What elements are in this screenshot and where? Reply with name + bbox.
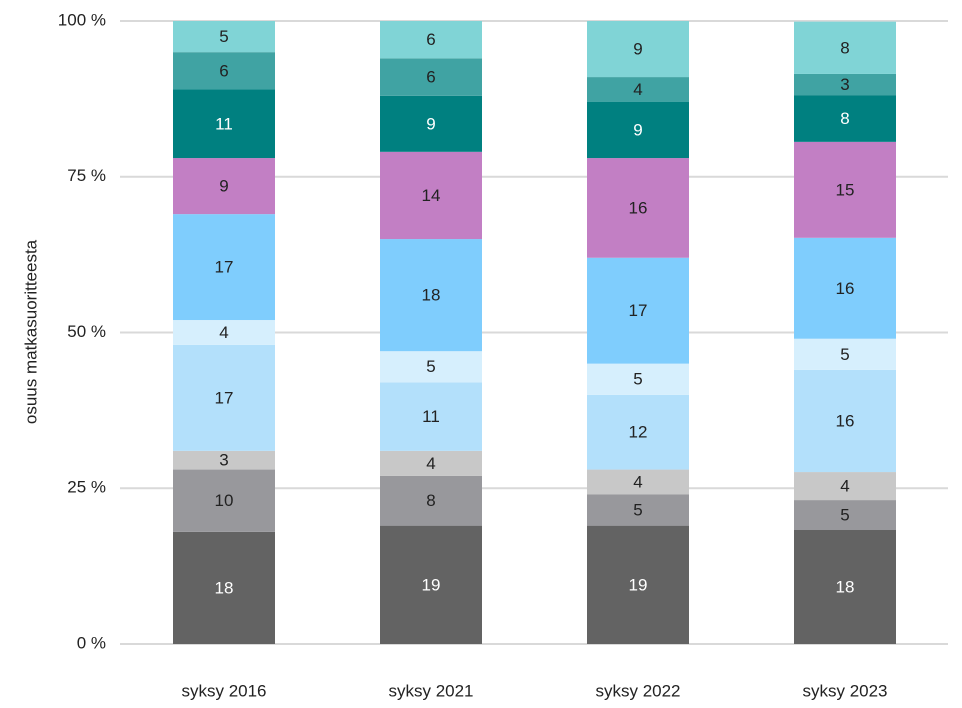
bar-segment xyxy=(380,450,482,476)
bar-segment xyxy=(587,525,689,644)
data-label: 11 xyxy=(215,114,233,133)
data-label: 6 xyxy=(426,30,435,49)
data-label: 8 xyxy=(426,491,435,510)
bar-segment xyxy=(173,21,275,53)
data-label: 4 xyxy=(840,477,849,496)
bar-segment xyxy=(587,394,689,470)
data-label: 4 xyxy=(426,454,435,473)
bar-segment xyxy=(794,21,896,74)
y-tick-label: 25 % xyxy=(67,478,106,497)
bar-segment xyxy=(794,95,896,142)
data-label: 19 xyxy=(422,575,441,594)
data-label: 17 xyxy=(629,301,648,320)
data-label: 9 xyxy=(633,40,642,59)
data-label: 18 xyxy=(215,578,234,597)
y-axis-label: osuus matkasuoritteesta xyxy=(21,239,40,424)
data-label: 5 xyxy=(633,501,642,520)
data-label: 6 xyxy=(426,68,435,87)
data-label: 12 xyxy=(629,423,648,442)
bar-segment xyxy=(587,77,689,102)
bar-segment xyxy=(380,95,482,152)
bar-segment xyxy=(587,363,689,395)
data-label: 11 xyxy=(422,407,440,426)
bar-segment xyxy=(173,450,275,470)
data-label: 5 xyxy=(840,506,849,525)
x-tick-label: syksy 2022 xyxy=(595,681,680,700)
bar-segment xyxy=(587,158,689,258)
y-tick-label: 0 % xyxy=(77,633,106,652)
data-label: 5 xyxy=(840,345,849,364)
data-label: 8 xyxy=(840,38,849,57)
data-label: 9 xyxy=(426,114,435,133)
data-label: 17 xyxy=(215,258,234,277)
data-label: 15 xyxy=(836,180,855,199)
data-label: 18 xyxy=(422,286,441,305)
x-tick-label: syksy 2021 xyxy=(388,681,473,700)
bar-segment xyxy=(173,214,275,321)
bar-segment xyxy=(380,58,482,96)
data-label: 18 xyxy=(836,577,855,596)
bar-segment xyxy=(587,494,689,526)
bar-segment xyxy=(794,338,896,370)
bar-segment xyxy=(794,472,896,501)
data-label: 9 xyxy=(219,177,228,196)
bar-segment xyxy=(173,320,275,345)
bar-segment xyxy=(587,21,689,78)
data-label: 8 xyxy=(840,109,849,128)
bar-segment xyxy=(587,469,689,495)
y-tick-label: 50 % xyxy=(67,322,106,341)
data-label: 4 xyxy=(219,323,228,342)
data-label: 4 xyxy=(633,80,642,99)
bar-segment xyxy=(173,531,275,644)
bar-segment xyxy=(173,52,275,90)
bar-segment xyxy=(380,382,482,451)
bar-segment xyxy=(380,351,482,383)
bar-segment xyxy=(380,151,482,240)
y-tick-label: 75 % xyxy=(67,166,106,185)
bar-segment xyxy=(173,469,275,532)
bar-segment xyxy=(587,101,689,159)
x-tick-label: syksy 2023 xyxy=(802,681,887,700)
bar-segment xyxy=(173,89,275,159)
bar-segment xyxy=(794,529,896,644)
bar-segment xyxy=(794,141,896,238)
y-tick-label: 100 % xyxy=(58,10,106,29)
data-label: 14 xyxy=(422,186,441,205)
data-label: 5 xyxy=(219,27,228,46)
data-label: 19 xyxy=(629,575,648,594)
bar-segment xyxy=(173,158,275,215)
bar-segment xyxy=(794,369,896,473)
bar-segment xyxy=(173,344,275,451)
data-label: 16 xyxy=(836,411,855,430)
bar-segment xyxy=(380,21,482,59)
data-label: 3 xyxy=(840,75,849,94)
bar-segment xyxy=(380,525,482,644)
bar-segment xyxy=(794,73,896,96)
data-label: 17 xyxy=(215,388,234,407)
bar-segment xyxy=(794,237,896,339)
bar-segment xyxy=(794,500,896,530)
data-label: 9 xyxy=(633,121,642,140)
data-label: 3 xyxy=(219,451,228,470)
bar-segment xyxy=(380,475,482,526)
bar-segment xyxy=(587,257,689,364)
data-label: 5 xyxy=(633,370,642,389)
data-label: 16 xyxy=(836,279,855,298)
data-label: 4 xyxy=(633,473,642,492)
bar-segment xyxy=(380,239,482,352)
data-label: 6 xyxy=(219,61,228,80)
x-tick-label: syksy 2016 xyxy=(181,681,266,700)
data-label: 16 xyxy=(629,198,648,217)
data-label: 10 xyxy=(215,491,234,510)
data-label: 5 xyxy=(426,357,435,376)
